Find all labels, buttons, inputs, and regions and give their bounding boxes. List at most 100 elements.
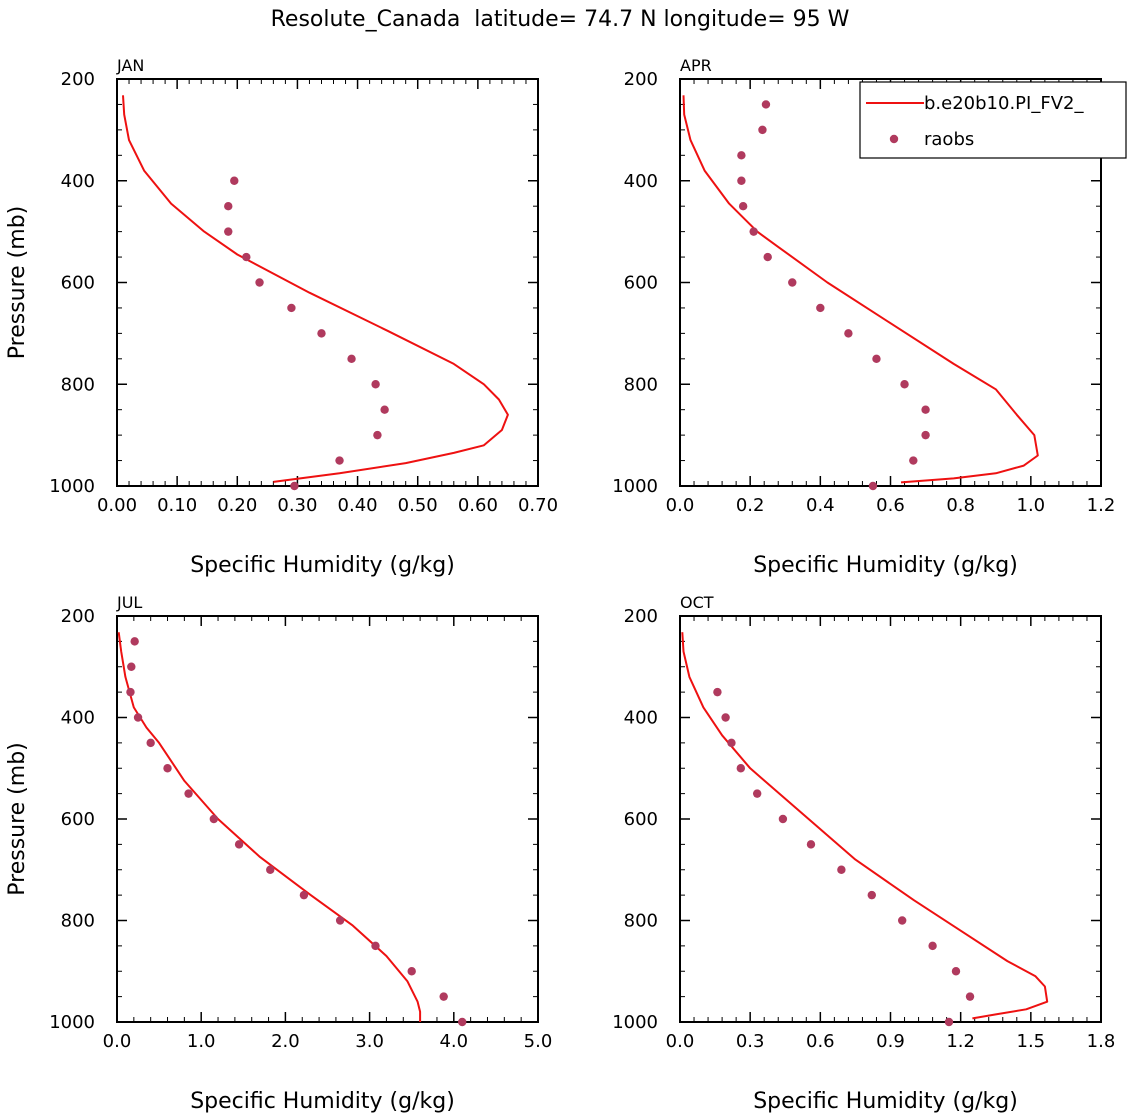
obs-point <box>721 713 730 722</box>
x-tick-label: 3.0 <box>355 1031 384 1052</box>
legend-model-label: b.e20b10.PI_FV2_ <box>924 93 1084 114</box>
obs-point <box>763 252 772 262</box>
x-tick-label: 1.2 <box>1087 495 1116 516</box>
obs-point <box>209 814 219 824</box>
panel-label: JAN <box>116 56 144 75</box>
y-tick-label: 1000 <box>612 1012 658 1033</box>
legend-obs-swatch <box>889 134 899 144</box>
obs-point <box>234 840 244 849</box>
obs-point <box>788 278 797 287</box>
obs-point <box>287 303 296 313</box>
obs-point <box>951 967 961 976</box>
obs-point <box>130 637 139 646</box>
obs-point <box>778 814 788 824</box>
x-tick-label: 1.0 <box>187 1031 216 1052</box>
y-tick-label: 800 <box>624 374 658 395</box>
obs-point <box>184 789 193 798</box>
y-tick-label: 600 <box>624 273 658 294</box>
y-tick-label: 800 <box>61 911 95 932</box>
obs-point <box>752 789 762 798</box>
obs-point <box>242 252 251 262</box>
obs-point <box>458 1017 467 1027</box>
obs-point <box>944 1017 954 1027</box>
y-tick-label: 400 <box>61 171 95 192</box>
obs-point <box>868 481 878 491</box>
obs-point <box>299 890 309 900</box>
panel-jan: JAN 0.00 0.10 0.20 0.30 0.40 0.50 0.60 0.70 200 40… <box>5 56 558 578</box>
obs-point <box>909 456 918 465</box>
model-line <box>122 95 509 483</box>
x-tick-label: 0.2 <box>736 495 765 516</box>
obs-point <box>335 916 345 925</box>
panel-jul: JUL 0.0 1.0 2.0 3.0 4.0 5.0 200 400 600 800 1000 Spe… <box>5 593 552 1114</box>
x-tick-label: 0.6 <box>876 495 905 516</box>
obs-point <box>163 764 172 773</box>
x-tick-label: 0.0 <box>103 1031 132 1052</box>
x-tick-label: 0.6 <box>806 1031 835 1052</box>
plot-frame <box>116 615 539 1023</box>
y-tick-label: 1000 <box>49 476 95 497</box>
y-tick-label: 200 <box>61 69 95 90</box>
obs-point <box>816 303 825 313</box>
obs-point <box>146 738 155 748</box>
figure-title: Resolute_Canada latitude= 74.7 N longitu… <box>271 7 850 32</box>
obs-point <box>921 405 930 414</box>
obs-point <box>872 354 881 364</box>
panel-label: APR <box>680 56 712 75</box>
obs-point <box>761 100 771 109</box>
x-tick-label: 0.70 <box>518 495 558 516</box>
x-tick-label: 0.10 <box>157 495 197 516</box>
obs-point <box>737 176 746 185</box>
y-tick-label: 600 <box>624 809 658 830</box>
obs-point <box>897 916 907 925</box>
obs-point <box>439 992 448 1001</box>
obs-point <box>373 430 382 440</box>
x-tick-label: 0.0 <box>666 1031 695 1052</box>
plot-frame <box>116 78 539 487</box>
obs-point <box>266 865 275 874</box>
y-tick-label: 400 <box>624 708 658 729</box>
obs-point <box>347 354 356 364</box>
x-tick-label: 1.8 <box>1087 1031 1116 1052</box>
x-axis-title: Specific Humidity (g/kg) <box>753 553 1018 578</box>
x-tick-label: 4.0 <box>439 1031 468 1052</box>
obs-point <box>133 713 143 722</box>
x-tick-label: 5.0 <box>524 1031 553 1052</box>
obs-point <box>224 201 233 211</box>
y-tick-label: 400 <box>61 708 95 729</box>
x-tick-label: 0.0 <box>666 495 695 516</box>
panel-oct: OCT 0.0 0.3 0.6 0.9 1.2 1.5 1.8 200 400 600 800 1000… <box>612 593 1115 1114</box>
obs-point <box>230 176 239 185</box>
x-tick-label: 1.0 <box>1017 495 1046 516</box>
obs-point <box>380 405 389 414</box>
obs-point <box>736 764 746 773</box>
obs-point <box>255 278 264 287</box>
y-tick-label: 1000 <box>49 1012 95 1033</box>
panel-label: JUL <box>116 593 142 612</box>
x-tick-label: 0.30 <box>277 495 317 516</box>
x-tick-label: 0.00 <box>97 495 137 516</box>
y-tick-label: 200 <box>624 606 658 627</box>
obs-point <box>900 380 909 389</box>
y-axis-title: Pressure (mb) <box>5 206 30 360</box>
y-tick-label: 200 <box>61 606 95 627</box>
x-tick-label: 1.5 <box>1017 1031 1046 1052</box>
y-tick-label: 600 <box>61 809 95 830</box>
obs-point <box>290 481 299 491</box>
y-axis-title: Pressure (mb) <box>5 742 30 896</box>
obs-point <box>844 329 853 338</box>
y-tick-label: 600 <box>61 273 95 294</box>
x-tick-label: 0.8 <box>946 495 975 516</box>
obs-point <box>335 456 344 465</box>
panel-label: OCT <box>680 593 714 612</box>
legend: b.e20b10.PI_FV2_raobs <box>859 81 1127 159</box>
y-tick-label: 800 <box>61 374 95 395</box>
y-tick-label: 800 <box>624 911 658 932</box>
obs-point <box>713 687 722 697</box>
x-axis-title: Specific Humidity (g/kg) <box>190 553 455 578</box>
obs-point <box>921 430 930 440</box>
x-axis-title: Specific Humidity (g/kg) <box>190 1089 455 1114</box>
x-axis-title: Specific Humidity (g/kg) <box>753 1089 1018 1114</box>
obs-point <box>407 967 416 976</box>
